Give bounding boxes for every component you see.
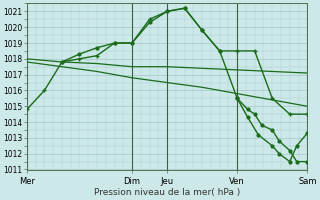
X-axis label: Pression niveau de la mer( hPa ): Pression niveau de la mer( hPa ) [94, 188, 240, 197]
